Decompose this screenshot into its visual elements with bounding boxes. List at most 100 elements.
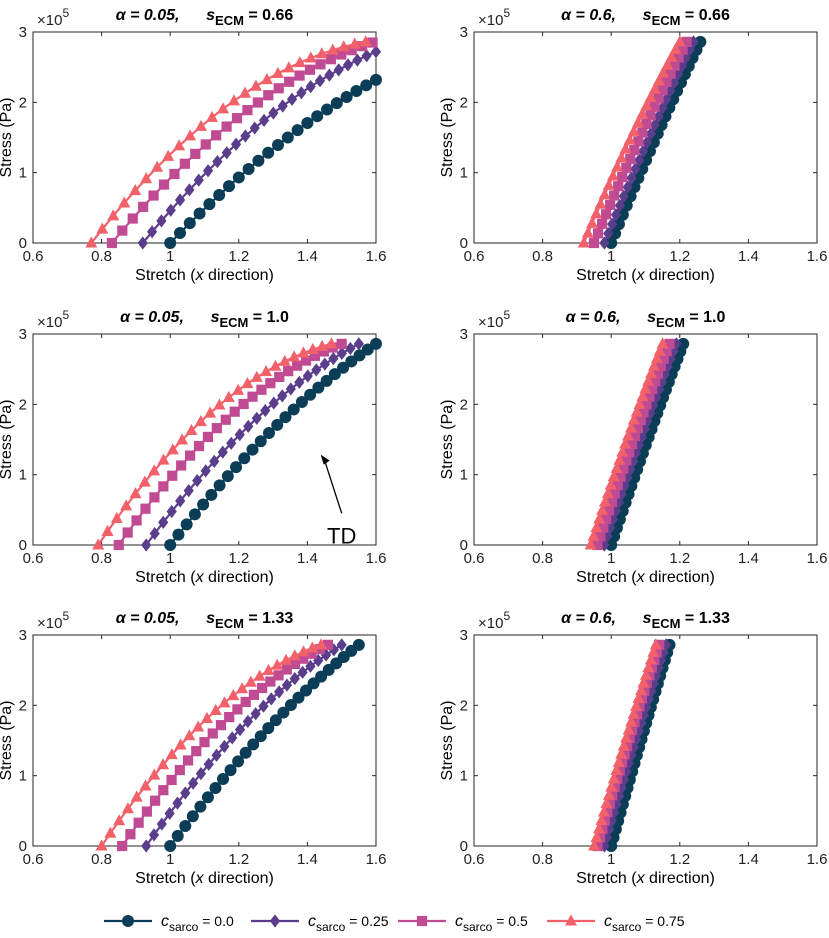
data-point — [174, 226, 186, 239]
data-point — [200, 464, 211, 478]
data-point — [289, 671, 300, 686]
data-point — [262, 426, 275, 439]
data-point — [592, 228, 604, 239]
data-point — [647, 383, 658, 394]
data-point — [620, 731, 633, 743]
y-tick-label: 0 — [19, 537, 27, 554]
data-point — [346, 45, 357, 56]
data-point — [254, 435, 267, 448]
legend-value: = 0.0 — [198, 913, 234, 929]
data-point — [185, 423, 198, 436]
series-0 — [605, 35, 707, 249]
x-tick-label: 1.4 — [738, 851, 759, 868]
data-point — [172, 528, 185, 541]
data-point — [651, 390, 662, 405]
data-point — [653, 344, 666, 356]
x-axis-label: Stretch (x direction) — [135, 569, 274, 586]
data-point — [232, 755, 245, 768]
data-point — [328, 368, 341, 381]
legend-item: csarco = 0.25 — [251, 913, 389, 934]
data-point — [179, 158, 190, 169]
y-tick-label: 1 — [19, 768, 27, 785]
data-point — [296, 86, 307, 100]
data-point — [626, 171, 637, 185]
data-point — [315, 638, 328, 650]
data-point — [606, 496, 617, 508]
title-gap — [616, 610, 643, 627]
data-point — [265, 676, 276, 687]
data-point — [297, 346, 310, 358]
data-point — [328, 643, 339, 657]
data-point — [127, 213, 138, 224]
data-point — [315, 47, 328, 59]
data-point — [194, 800, 207, 813]
data-point — [304, 388, 317, 401]
axes-box — [473, 31, 818, 244]
data-point — [192, 473, 203, 488]
data-point — [113, 814, 126, 826]
y-exponent-label: ×105 — [478, 308, 510, 331]
x-tick-label: 0.6 — [464, 550, 485, 567]
data-point — [218, 696, 231, 708]
data-point — [179, 819, 192, 832]
x-tick-label: 1.6 — [807, 550, 828, 567]
data-point — [617, 171, 628, 183]
data-point — [184, 129, 197, 141]
data-point — [117, 840, 128, 852]
series-0 — [164, 638, 365, 852]
data-point — [320, 374, 333, 387]
x-label-text: Stretch ( — [576, 870, 637, 887]
legend-value: = 0.5 — [492, 913, 528, 929]
data-point — [193, 173, 204, 187]
data-point — [193, 440, 205, 452]
data-point — [96, 222, 109, 234]
data-point — [158, 515, 169, 529]
data-point — [605, 780, 618, 792]
series-0 — [164, 73, 382, 249]
data-point — [609, 488, 620, 499]
title-value: = 1.33 — [244, 610, 293, 627]
data-point — [224, 711, 235, 723]
data-point — [262, 146, 275, 159]
title-sub: ECM — [215, 616, 244, 631]
data-point — [681, 36, 692, 47]
y-exponent-base: ×10 — [478, 12, 503, 29]
data-point — [669, 42, 682, 54]
data-point — [669, 60, 680, 71]
data-point — [229, 406, 240, 417]
x-tick-label: 1.2 — [228, 248, 249, 265]
legend-var: c — [161, 913, 169, 930]
data-point — [661, 58, 674, 70]
data-point — [138, 201, 149, 212]
data-point — [637, 676, 650, 688]
data-point — [650, 352, 663, 364]
data-point — [319, 357, 330, 371]
data-point — [288, 350, 301, 362]
data-point — [190, 148, 201, 160]
data-point — [665, 84, 676, 98]
y-tick-label: 2 — [460, 396, 468, 413]
title-s: s — [643, 7, 652, 24]
data-point — [638, 407, 649, 418]
series-line — [90, 40, 366, 244]
data-point — [193, 207, 206, 220]
x-tick-label: 1 — [166, 550, 174, 567]
data-point — [171, 829, 184, 842]
axes-box — [473, 333, 818, 546]
data-point — [286, 92, 298, 106]
x-tick-label: 1.2 — [228, 851, 249, 868]
data-point — [106, 237, 117, 249]
data-point — [318, 346, 329, 357]
data-point — [258, 113, 270, 128]
y-exponent-label: ×105 — [37, 308, 69, 331]
x-axis-label: Stretch (x direction) — [576, 267, 715, 284]
y-tick-label: 3 — [460, 326, 468, 343]
y-tick-label: 0 — [19, 838, 27, 855]
data-point — [281, 131, 294, 144]
data-point — [156, 214, 167, 228]
data-point — [272, 138, 284, 151]
data-point — [230, 461, 243, 474]
data-point — [282, 61, 295, 73]
title-alpha: α = 0.6, — [566, 309, 621, 326]
legend-label: csarco = 0.25 — [308, 913, 389, 934]
